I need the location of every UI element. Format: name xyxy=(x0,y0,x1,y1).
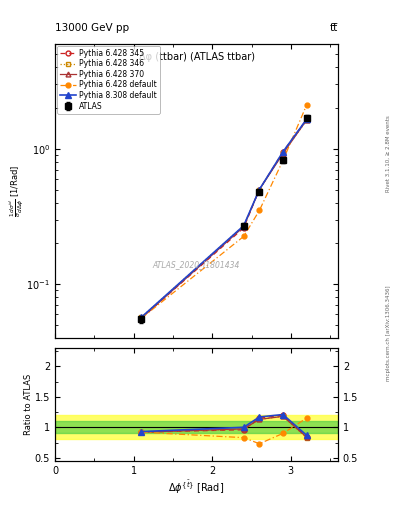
Pythia 6.428 345 xyxy=(257,186,262,193)
Pythia 8.308 default xyxy=(139,314,144,320)
X-axis label: $\Delta\phi^{\{\bar{t}\}}$ [Rad]: $\Delta\phi^{\{\bar{t}\}}$ [Rad] xyxy=(169,478,224,496)
Y-axis label: $\frac{1}{\sigma}\frac{d\sigma^{id}}{d\Delta\phi}$ [1/Rad]: $\frac{1}{\sigma}\frac{d\sigma^{id}}{d\D… xyxy=(7,164,25,217)
Pythia 6.428 370 xyxy=(139,315,144,321)
Pythia 6.428 346 xyxy=(304,117,309,123)
Pythia 6.428 default xyxy=(257,207,262,214)
Y-axis label: Ratio to ATLAS: Ratio to ATLAS xyxy=(24,374,33,435)
Pythia 6.428 default xyxy=(281,157,285,163)
Pythia 6.428 370 xyxy=(257,186,262,193)
Pythia 6.428 370 xyxy=(281,151,285,157)
Text: 13000 GeV pp: 13000 GeV pp xyxy=(55,23,129,33)
Pythia 6.428 346 xyxy=(257,186,262,193)
Legend: Pythia 6.428 345, Pythia 6.428 346, Pythia 6.428 370, Pythia 6.428 default, Pyth: Pythia 6.428 345, Pythia 6.428 346, Pyth… xyxy=(57,46,160,114)
Pythia 8.308 default xyxy=(281,149,285,155)
Pythia 8.308 default xyxy=(304,116,309,122)
Pythia 6.428 370 xyxy=(241,224,246,230)
Line: Pythia 6.428 default: Pythia 6.428 default xyxy=(139,103,309,321)
Text: mcplots.cern.ch [arXiv:1306.3436]: mcplots.cern.ch [arXiv:1306.3436] xyxy=(386,285,391,380)
Bar xyxy=(55,415,338,439)
Line: Pythia 8.308 default: Pythia 8.308 default xyxy=(139,117,309,320)
Line: Pythia 6.428 345: Pythia 6.428 345 xyxy=(139,117,309,321)
Pythia 6.428 default xyxy=(304,102,309,108)
Pythia 6.428 346 xyxy=(281,150,285,156)
Text: tt̅: tt̅ xyxy=(330,23,338,33)
Pythia 6.428 370 xyxy=(304,117,309,123)
Pythia 6.428 default xyxy=(139,315,144,321)
Text: ATLAS_2020_I1801434: ATLAS_2020_I1801434 xyxy=(153,260,240,269)
Pythia 6.428 345 xyxy=(241,225,246,231)
Pythia 8.308 default xyxy=(241,223,246,229)
Pythia 6.428 345 xyxy=(281,149,285,155)
Pythia 6.428 346 xyxy=(139,314,144,320)
Line: Pythia 6.428 370: Pythia 6.428 370 xyxy=(139,118,309,321)
Pythia 6.428 345 xyxy=(139,315,144,321)
Text: Δφ (ttbar) (ATLAS ttbar): Δφ (ttbar) (ATLAS ttbar) xyxy=(138,52,255,62)
Text: Rivet 3.1.10, ≥ 2.8M events: Rivet 3.1.10, ≥ 2.8M events xyxy=(386,115,391,192)
Pythia 8.308 default xyxy=(257,186,262,193)
Pythia 6.428 default xyxy=(241,233,246,240)
Pythia 6.428 345 xyxy=(304,116,309,122)
Bar xyxy=(55,421,338,433)
Line: Pythia 6.428 346: Pythia 6.428 346 xyxy=(139,118,309,319)
Pythia 6.428 346 xyxy=(241,223,246,229)
